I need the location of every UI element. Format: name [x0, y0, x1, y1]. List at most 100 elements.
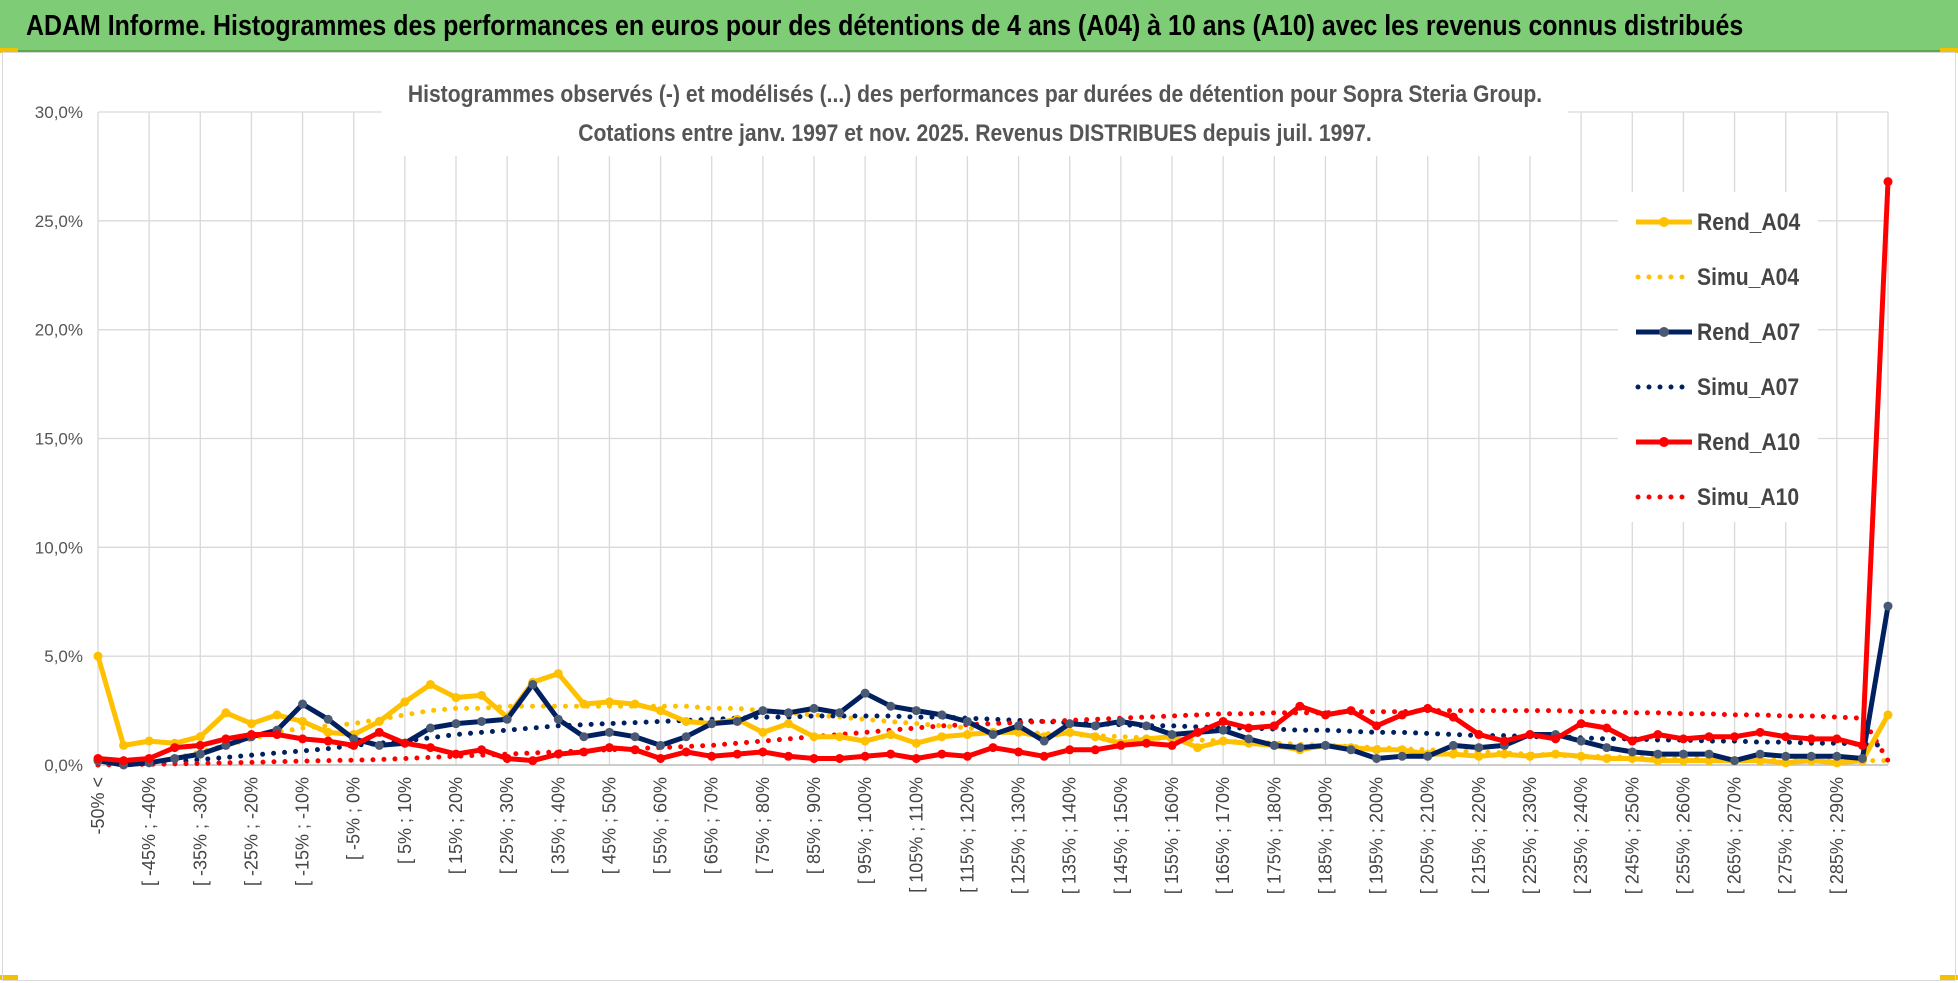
x-tick-label: [ 55% ; 60% [651, 777, 671, 874]
data-point [1602, 753, 1612, 763]
data-point [477, 716, 487, 726]
data-point [323, 714, 333, 724]
data-point [630, 745, 640, 755]
x-tick-label: [ -5% ; 0% [344, 777, 364, 860]
data-point [1883, 177, 1893, 187]
data-point [1346, 745, 1356, 755]
y-tick-label: 30,0% [35, 103, 83, 122]
x-tick-label: [ 95% ; 100% [855, 777, 875, 884]
y-tick-label: 0,0% [44, 756, 83, 775]
data-point [1014, 727, 1024, 737]
data-point [1090, 732, 1100, 742]
x-tick-label: [ 265% ; 270% [1725, 777, 1745, 894]
data-point [707, 751, 717, 761]
data-point [1832, 751, 1842, 761]
data-point [298, 716, 308, 726]
x-tick-label: [ 215% ; 220% [1469, 777, 1489, 894]
data-point [93, 753, 103, 763]
data-point [758, 706, 768, 716]
x-tick-label: [ 165% ; 170% [1213, 777, 1233, 894]
legend-marker [1659, 217, 1669, 227]
x-tick-label: [ 25% ; 30% [497, 777, 517, 874]
data-point [1090, 745, 1100, 755]
data-point [1423, 703, 1433, 713]
data-point [1499, 749, 1509, 759]
data-point [1244, 723, 1254, 733]
data-point [681, 732, 691, 742]
data-point [1857, 740, 1867, 750]
x-tick-label: [ -35% ; -30% [190, 777, 210, 886]
data-point [1627, 753, 1637, 763]
data-point [272, 730, 282, 740]
data-point [374, 740, 384, 750]
chart-title: Histogrammes observés (-) et modélisés (… [382, 72, 1568, 156]
data-point [1704, 732, 1714, 742]
data-point [1397, 751, 1407, 761]
data-point [1678, 749, 1688, 759]
data-point [1525, 751, 1535, 761]
data-point [886, 749, 896, 759]
x-tick-label: [ 115% ; 120% [957, 777, 977, 893]
data-point [1627, 747, 1637, 757]
data-point [1576, 751, 1586, 761]
data-point [732, 716, 742, 726]
x-tick-label: [ 105% ; 110% [906, 777, 926, 893]
legend-marker [1659, 327, 1669, 337]
data-point [170, 753, 180, 763]
data-point [1602, 723, 1612, 733]
data-point [477, 745, 487, 755]
data-point [988, 743, 998, 753]
data-point [1039, 736, 1049, 746]
x-tick-label: [ -45% ; -40% [139, 777, 159, 886]
data-point [195, 732, 205, 742]
data-point [1295, 743, 1305, 753]
series-rend-a10 [93, 177, 1893, 766]
x-tick-label: [ 135% ; 140% [1060, 777, 1080, 894]
legend-label: Simu_A04 [1697, 264, 1799, 291]
data-point [604, 743, 614, 753]
data-point [1014, 747, 1024, 757]
y-tick-label: 15,0% [35, 430, 83, 449]
data-point [1653, 756, 1663, 766]
legend-item: Simu_A04 [1635, 264, 1799, 291]
data-point [1755, 749, 1765, 759]
data-point [451, 749, 461, 759]
data-point [809, 753, 819, 763]
legend: Rend_A04 Simu_A04 Rend_A07 Simu_A07 Rend_A10… [1618, 192, 1818, 522]
data-point [1346, 706, 1356, 716]
chart-title-line-2: Cotations entre janv. 1997 et nov. 2025.… [578, 120, 1371, 147]
data-point [93, 651, 103, 661]
data-point [1832, 758, 1842, 768]
data-point [1525, 730, 1535, 740]
series-line [95, 708, 1891, 768]
data-point [1576, 736, 1586, 746]
data-point [502, 714, 512, 724]
data-point [630, 699, 640, 709]
data-point [860, 736, 870, 746]
x-tick-label: [ 5% ; 10% [395, 777, 415, 864]
data-point [1704, 756, 1714, 766]
data-point [656, 706, 666, 716]
report-title: ADAM Informe. Histogrammes des performan… [26, 10, 1744, 42]
data-point [962, 716, 972, 726]
data-point [451, 719, 461, 729]
x-tick-label: [ -15% ; -10% [293, 777, 313, 886]
data-point [1039, 751, 1049, 761]
data-point [1806, 734, 1816, 744]
data-point [1448, 740, 1458, 750]
x-tick-label: [ 245% ; 250% [1622, 777, 1642, 894]
y-tick-label: 25,0% [35, 212, 83, 231]
data-point [1781, 758, 1791, 768]
legend-item: Simu_A07 [1635, 374, 1799, 400]
data-point [809, 732, 819, 742]
data-point [1653, 730, 1663, 740]
y-tick-label: 5,0% [44, 647, 83, 666]
data-point [323, 727, 333, 737]
data-point [1218, 716, 1228, 726]
data-point [681, 716, 691, 726]
data-point [195, 749, 205, 759]
legend-background [1618, 192, 1818, 522]
x-tick-label: [ 85% ; 90% [804, 777, 824, 874]
legend-item: Simu_A10 [1635, 484, 1799, 510]
